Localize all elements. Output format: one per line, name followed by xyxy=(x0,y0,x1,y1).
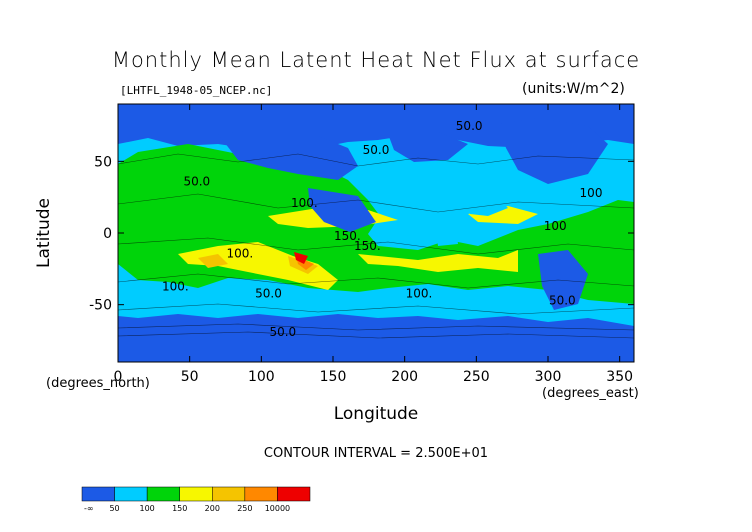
contour-line-3 xyxy=(118,273,634,289)
contour-label-1: 100. xyxy=(291,196,318,210)
plot-area: 50.0 100. 150.150. 100. 100. 50.0 100. 50.0 50.0… xyxy=(118,104,634,362)
flux-region-15 xyxy=(538,250,588,310)
flux-region-10 xyxy=(294,252,308,264)
colorbar-swatch-6 xyxy=(277,486,311,502)
flux-region-12 xyxy=(218,128,358,180)
contour-label-0: 50.0 xyxy=(183,175,210,189)
contour-label-7: 100. xyxy=(406,287,433,301)
flux-region-16 xyxy=(118,340,634,362)
x-tick-label-4: 200 xyxy=(391,369,418,385)
contour-label-10: 100 xyxy=(580,186,603,200)
flux-region-13 xyxy=(388,132,468,162)
contour-line-0 xyxy=(118,153,634,167)
colorbar-label-1: 50 xyxy=(109,504,119,513)
colorbar-swatch-4 xyxy=(212,486,246,502)
colorbar-swatch-0 xyxy=(81,486,115,502)
x-tick-label-2: 100 xyxy=(248,369,275,385)
flux-region-7 xyxy=(198,254,228,268)
colorbar-swatch-2 xyxy=(146,486,180,502)
contour-line-4 xyxy=(118,303,634,315)
colorbar-label-4: 200 xyxy=(205,504,220,513)
contour-label-13: 50.0 xyxy=(363,143,390,157)
x-tick-label-7: 350 xyxy=(606,369,633,385)
x-axis-label: Longitude xyxy=(333,404,419,424)
contour-label-2: 150. xyxy=(334,229,361,243)
colorbar-label-5: 250 xyxy=(237,504,252,513)
colorbar-label-0: -∞ xyxy=(84,504,94,513)
contour-line-1 xyxy=(118,193,634,213)
x-tick-label-6: 300 xyxy=(535,369,562,385)
contour-line-2 xyxy=(118,237,634,255)
y-tick-label-0: -50 xyxy=(89,298,112,314)
units-label: (units:W/m^2) xyxy=(522,81,625,97)
x-tick-label-1: 50 xyxy=(181,369,199,385)
contour-line-6 xyxy=(118,331,634,339)
axes: 0 50 100 150 200 250 300 350 -50 0 50 xyxy=(89,104,634,385)
flux-region-18 xyxy=(436,230,458,246)
x-tick-label-0: 0 xyxy=(114,369,123,385)
x-axis-unit-label: (degrees_east) xyxy=(542,386,639,401)
contour-line-5 xyxy=(118,323,634,331)
colorbar-label-3: 150 xyxy=(172,504,187,513)
colorbar: -∞ 50 100 150 200 250 10000 xyxy=(81,486,311,513)
flux-region-11 xyxy=(498,118,608,184)
contour-label-5: 100. xyxy=(162,279,189,293)
colorbar-swatch-3 xyxy=(179,486,213,502)
x-tick-label-5: 250 xyxy=(463,369,490,385)
colorbar-swatch-1 xyxy=(114,486,148,502)
flux-region-14 xyxy=(308,188,376,232)
contour-label-3: 150. xyxy=(354,239,381,253)
source-file-label: [LHTFL_1948-05_NCEP.nc] xyxy=(120,84,273,97)
contour-label-8: 50.0 xyxy=(549,294,576,308)
contour-label-4: 100. xyxy=(226,246,253,260)
contour-label-9: 50.0 xyxy=(456,119,483,133)
contour-label-12: 50.0 xyxy=(269,325,296,339)
colorbar-label-6: 10000 xyxy=(265,504,290,513)
contour-label-6: 50.0 xyxy=(255,287,282,301)
y-tick-label-2: 50 xyxy=(94,154,112,170)
x-tick-label-3: 150 xyxy=(320,369,347,385)
y-tick-label-1: 0 xyxy=(103,226,112,242)
colorbar-swatch-5 xyxy=(244,486,278,502)
flux-region-4 xyxy=(358,250,518,272)
flux-region-17 xyxy=(468,198,508,216)
contour-label-11: 100 xyxy=(544,219,567,233)
contour-interval-text: CONTOUR INTERVAL = 2.500E+01 xyxy=(263,446,489,461)
colorbar-label-2: 100 xyxy=(140,504,155,513)
y-axis-unit-label: (degrees_north) xyxy=(46,376,150,391)
chart-title: Monthly Mean Latent Heat Net Flux at sur… xyxy=(111,48,641,72)
